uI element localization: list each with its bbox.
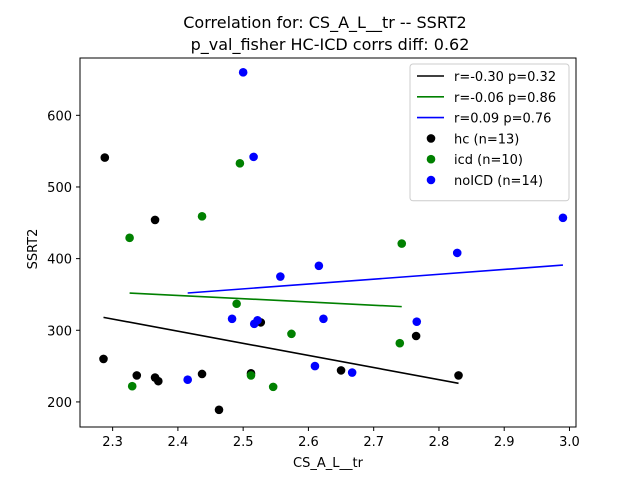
data-point-1-2: [197, 212, 207, 221]
fit-line-2: [187, 264, 564, 294]
data-point-2-3: [249, 152, 258, 162]
x-tick-label: 2.5: [233, 435, 254, 450]
y-tick-label: 500: [47, 181, 72, 196]
data-point-0-2: [132, 371, 142, 380]
legend-marker-swatch: [426, 154, 436, 164]
legend: r=-0.30 p=0.32 r=-0.06 p=0.86 r=0.09 p=0.7…: [409, 63, 570, 202]
y-axis-label: SSRT2: [26, 229, 41, 270]
legend-fit-label: r=0.09 p=0.76: [454, 112, 551, 127]
data-point-2-6: [276, 272, 285, 281]
legend-marker-swatch: [426, 134, 436, 143]
chart-subtitle: p_val_fisher HC-ICD corrs diff: 0.62: [191, 35, 470, 55]
data-point-2-12: [452, 248, 462, 258]
y-tick-label: 400: [47, 253, 72, 268]
x-tick-label: 2.3: [102, 435, 123, 450]
chart-title: Correlation for: CS_A_L__tr -- SSRT2: [183, 13, 466, 33]
data-point-1-8: [395, 338, 405, 348]
data-point-2-8: [314, 261, 324, 271]
data-point-0-0: [100, 153, 110, 162]
data-point-1-5: [246, 371, 256, 380]
x-axis-label: CS_A_L__tr: [293, 456, 364, 471]
axes-frame: [79, 57, 577, 428]
data-point-1-7: [287, 329, 296, 339]
legend-fit-label: r=-0.30 p=0.32: [454, 70, 556, 85]
x-tick-label: 2.8: [429, 435, 450, 450]
y-tick-label: 200: [47, 396, 72, 411]
x-tick-label: 2.6: [298, 435, 319, 450]
data-point-2-10: [347, 368, 357, 377]
data-point-1-4: [235, 159, 245, 168]
fit-line-0: [103, 316, 459, 385]
legend-series-label: hc (n=13): [454, 132, 519, 147]
legend-box: [409, 63, 570, 202]
data-point-0-5: [150, 215, 160, 225]
data-point-1-1: [127, 381, 137, 391]
data-point-0-6: [197, 369, 207, 379]
data-point-1-0: [125, 233, 134, 243]
x-tick-label: 2.9: [494, 435, 515, 450]
x-tick-label: 3.0: [559, 435, 580, 450]
plot-area: [99, 68, 568, 415]
data-point-2-2: [238, 68, 248, 77]
fit-line-1: [129, 292, 402, 308]
data-point-1-6: [268, 382, 278, 392]
data-point-0-4: [154, 376, 163, 386]
data-point-0-7: [214, 405, 224, 415]
data-point-2-1: [227, 314, 237, 324]
legend-series-label: icd (n=10): [454, 153, 523, 168]
data-point-2-7: [310, 361, 320, 371]
data-point-2-11: [412, 317, 422, 326]
data-point-1-3: [232, 299, 241, 309]
y-tick-label: 600: [47, 109, 72, 124]
x-tick-label: 2.4: [168, 435, 189, 450]
data-point-0-12: [454, 371, 463, 380]
y-tick-label: 300: [47, 324, 72, 339]
x-axis-ticks: 2.3 2.4 2.5 2.6 2.7 2.8 2.9 3.0: [102, 427, 580, 450]
data-point-2-5: [253, 315, 262, 325]
data-point-0-10: [336, 366, 346, 375]
data-point-0-1: [99, 354, 108, 364]
legend-marker-swatch: [426, 175, 436, 185]
data-point-2-13: [558, 213, 568, 223]
legend-series-label: noICD (n=14): [454, 174, 543, 189]
x-tick-label: 2.7: [363, 435, 384, 450]
data-point-1-9: [397, 239, 407, 248]
data-point-0-11: [411, 331, 421, 341]
data-point-2-0: [183, 375, 192, 385]
legend-fit-label: r=-0.06 p=0.86: [454, 91, 556, 106]
y-axis-ticks: 200 300 400 500 600: [47, 109, 80, 411]
data-point-2-9: [319, 314, 328, 324]
